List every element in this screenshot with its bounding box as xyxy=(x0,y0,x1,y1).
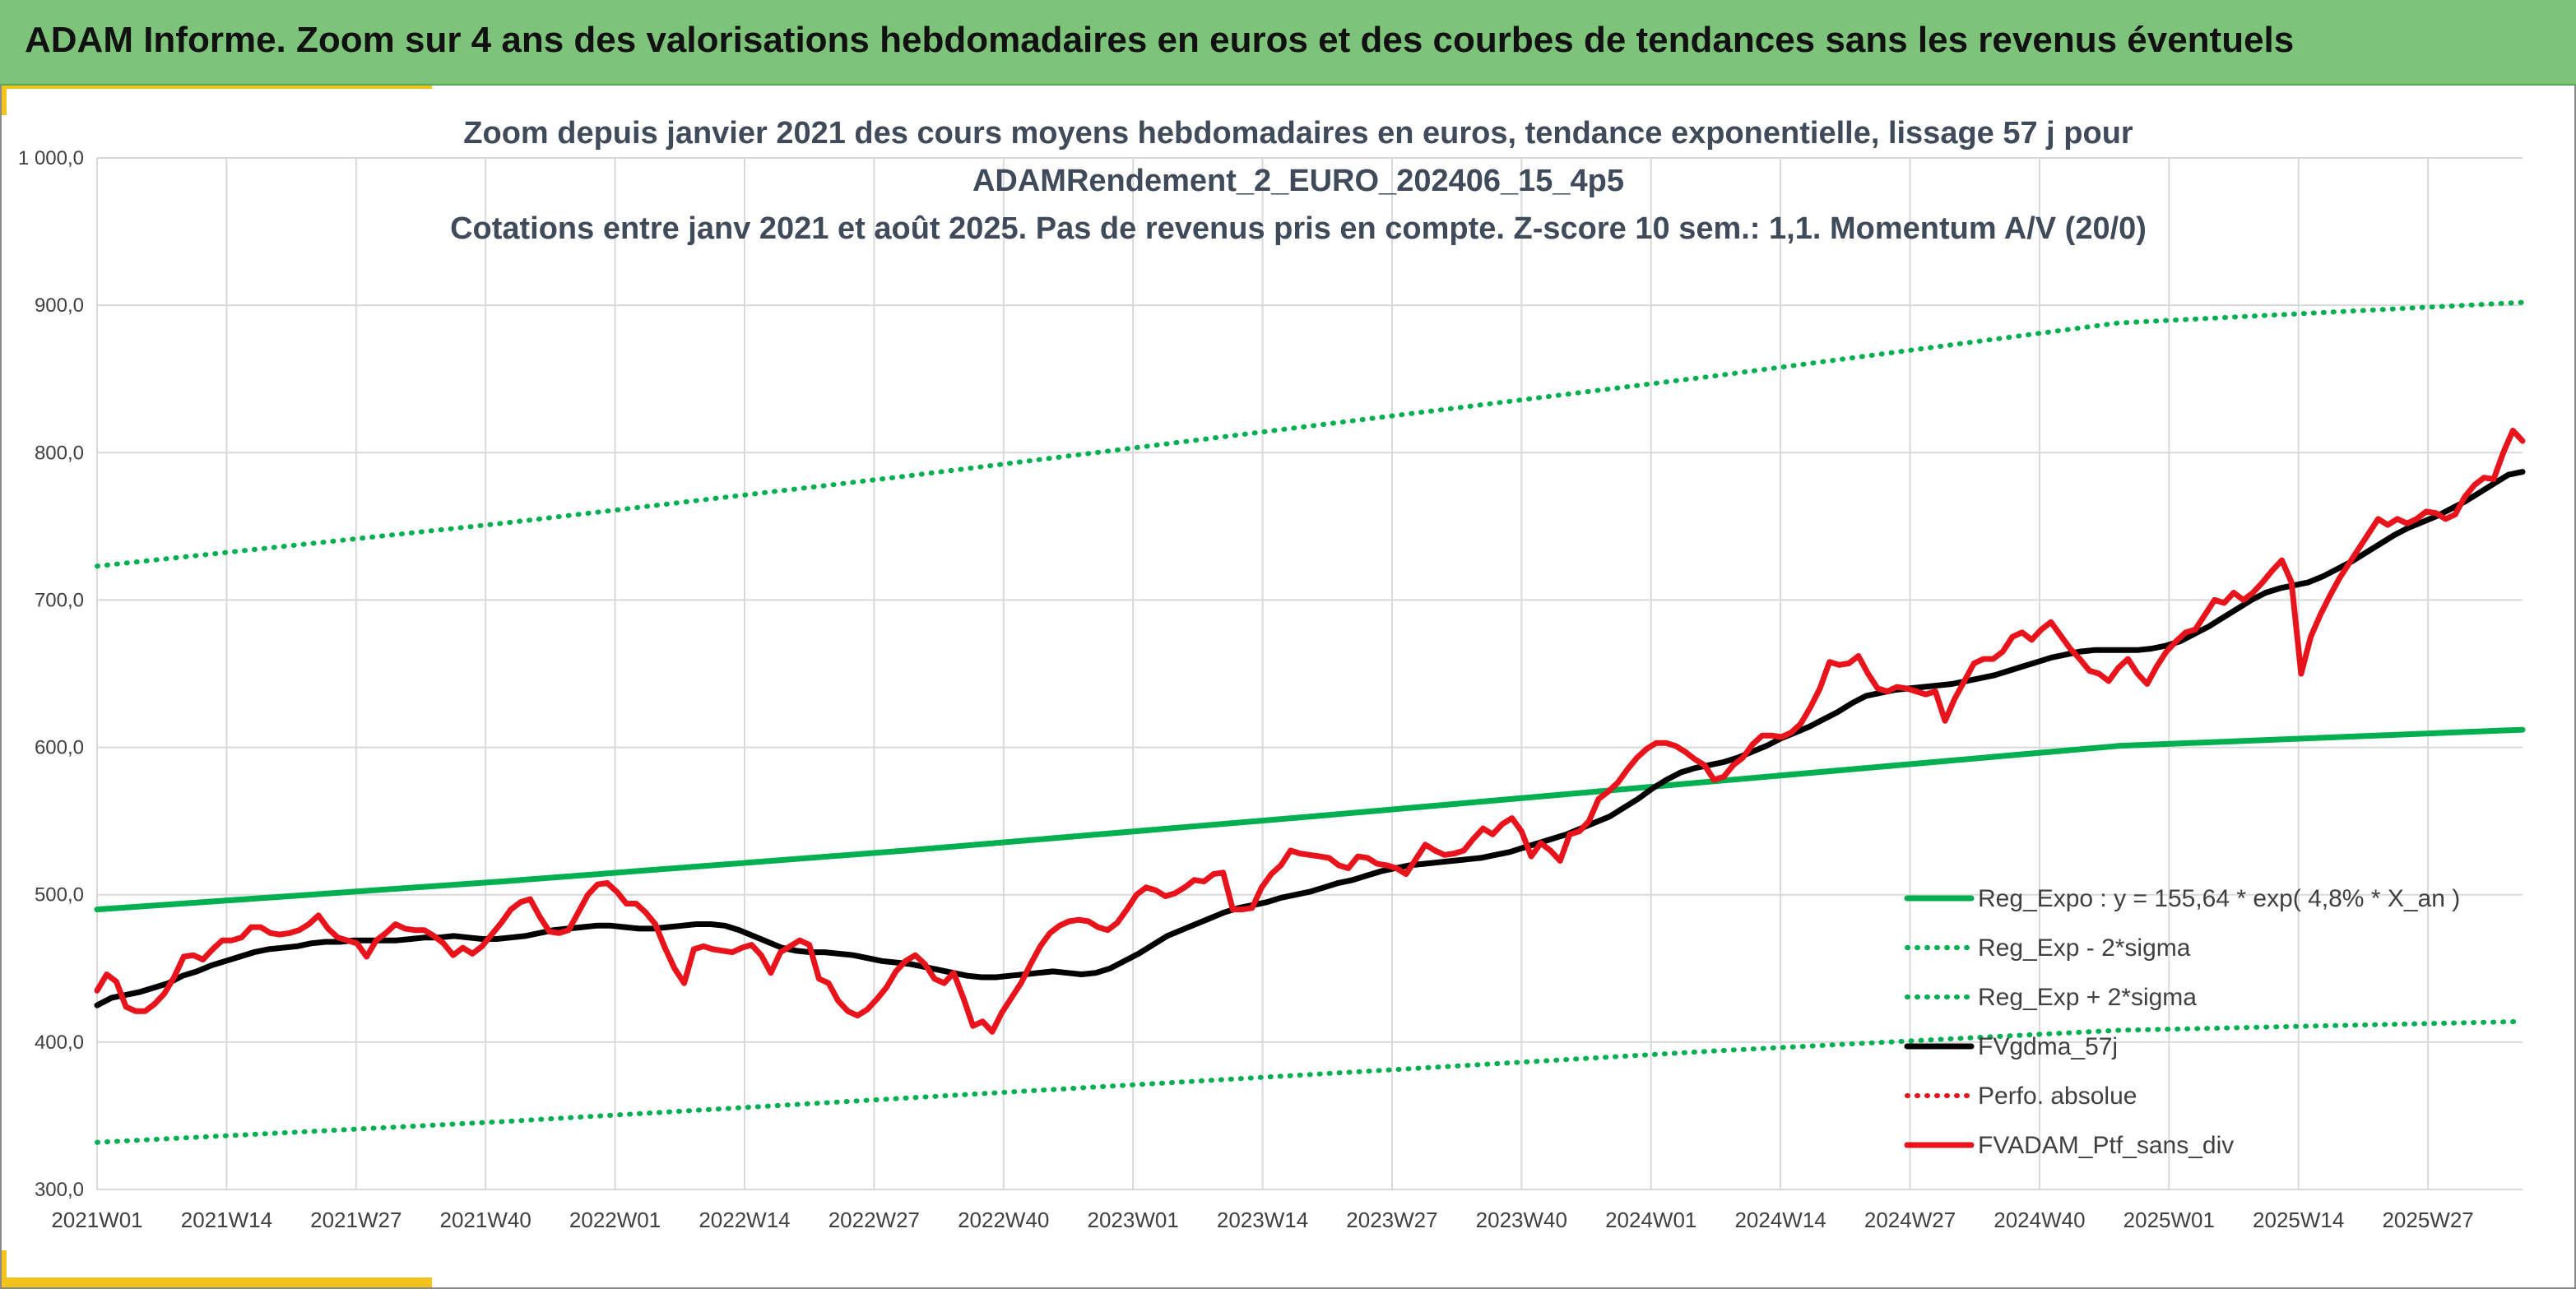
accent-bar-top-left xyxy=(0,86,432,89)
x-tick-label: 2021W40 xyxy=(440,1208,531,1232)
grid-lines xyxy=(96,157,2523,1190)
legend-label: Reg_Exp - 2*sigma xyxy=(1978,934,2191,962)
x-tick-label: 2023W27 xyxy=(1346,1208,1437,1232)
series-line-fvgdma-57j xyxy=(94,469,2526,1008)
y-tick-label: 1 000,0 xyxy=(18,147,84,169)
x-axis-labels: 2021W01 2021W14 2021W27 2021W40 2022W01 2022W… xyxy=(51,1208,2473,1232)
series-line-reg-expo-y-155-64-exp-4-8-x-an xyxy=(94,726,2526,913)
x-tick-label: 2021W27 xyxy=(310,1208,401,1232)
accent-bar-left-bottom xyxy=(0,1250,7,1289)
x-tick-label: 2021W14 xyxy=(181,1208,272,1232)
legend-label: Perfo. absolue xyxy=(1978,1083,2137,1110)
y-tick-label: 500,0 xyxy=(35,884,84,906)
x-tick-label: 2022W27 xyxy=(828,1208,920,1232)
x-tick-label: 2022W01 xyxy=(569,1208,661,1232)
legend-label: Reg_Expo : y = 155,64 * exp( 4,8% * X_an… xyxy=(1978,885,2460,912)
legend-label: Reg_Exp + 2*sigma xyxy=(1978,984,2197,1011)
x-tick-label: 2023W40 xyxy=(1476,1208,1567,1232)
header-banner: ADAM Informe. Zoom sur 4 ans des valoris… xyxy=(0,0,2576,86)
x-tick-label: 2024W40 xyxy=(1993,1208,2085,1232)
series-line-fvadam-ptf-sans-div xyxy=(94,427,2526,1035)
y-tick-label: 800,0 xyxy=(35,442,84,464)
y-tick-label: 900,0 xyxy=(35,294,84,317)
legend: Reg_Expo : y = 155,64 * exp( 4,8% * X_an… xyxy=(1904,885,2460,1159)
chart-frame xyxy=(0,86,2576,1289)
series-line-reg-exp-2-sigma xyxy=(95,299,2525,569)
chart-title-line: Zoom depuis janvier 2021 des cours moyen… xyxy=(463,116,2133,151)
x-tick-label: 2022W14 xyxy=(699,1208,790,1232)
y-axis-labels: 300,0 400,0 500,0 600,0 700,0 800,0 900,0 1 000… xyxy=(18,147,84,1201)
series-line-reg-exp-2-sigma xyxy=(95,1018,2525,1145)
y-tick-label: 600,0 xyxy=(35,737,84,759)
x-tick-label: 2022W40 xyxy=(958,1208,1049,1232)
chart-title-line: ADAMRendement_2_EURO_202406_15_4p5 xyxy=(972,164,1624,198)
x-tick-label: 2023W14 xyxy=(1217,1208,1308,1232)
chart-title: Zoom depuis janvier 2021 des cours moyen… xyxy=(450,116,2147,246)
accent-bar-bottom-left xyxy=(0,1277,432,1289)
x-tick-label: 2021W01 xyxy=(51,1208,142,1232)
accent-bar-left-top xyxy=(0,86,7,115)
chart-title-line: Cotations entre janv 2021 et août 2025. … xyxy=(450,211,2147,246)
y-tick-label: 700,0 xyxy=(35,589,84,611)
x-tick-label: 2024W27 xyxy=(1864,1208,1956,1232)
x-tick-label: 2023W01 xyxy=(1088,1208,1179,1232)
x-tick-label: 2025W01 xyxy=(2123,1208,2215,1232)
y-tick-label: 400,0 xyxy=(35,1032,84,1054)
x-tick-label: 2025W14 xyxy=(2253,1208,2344,1232)
legend-label: FVADAM_Ptf_sans_div xyxy=(1978,1132,2234,1159)
report-title: ADAM Informe. Zoom sur 4 ans des valoris… xyxy=(25,20,2295,60)
legend-label: FVgdma_57j xyxy=(1978,1033,2118,1060)
y-tick-label: 300,0 xyxy=(35,1179,84,1201)
series-lines xyxy=(94,299,2526,1145)
x-tick-label: 2024W01 xyxy=(1605,1208,1696,1232)
x-tick-label: 2024W14 xyxy=(1734,1208,1826,1232)
x-tick-label: 2025W27 xyxy=(2382,1208,2473,1232)
